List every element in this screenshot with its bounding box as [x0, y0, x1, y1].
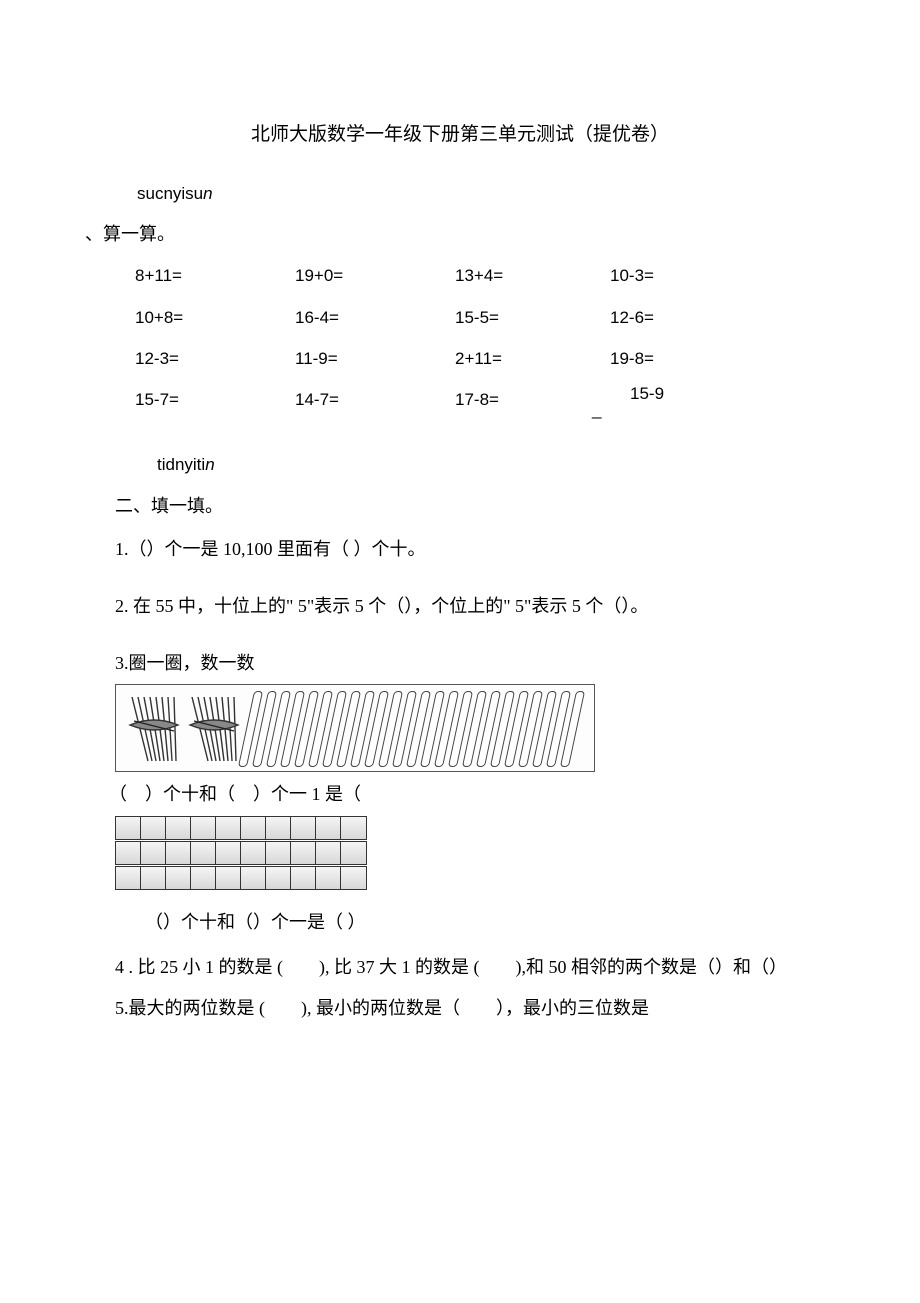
eq-cell: 2+11=	[455, 345, 610, 372]
block-cell	[316, 867, 341, 889]
question-3-line1: （ ）个十和（ ）个一 1 是（	[109, 780, 805, 809]
question-5: 5.最大的两位数是 ( ), 最小的两位数是（ ），最小的三位数是	[115, 994, 805, 1023]
eq-cell: 16-4=	[295, 304, 455, 331]
eq-row: 15-7= 14-7= 17-8= _ 15-9	[135, 386, 805, 413]
question-3-head: 3.圈一圈，数一数	[115, 649, 805, 678]
eq-cell: 10-3=	[610, 262, 730, 289]
eq-cell: 13+4=	[455, 262, 610, 289]
block-cell	[191, 817, 216, 839]
section1-heading: 、算一算。	[85, 220, 805, 249]
eq-row: 12-3= 11-9= 2+11= 19-8=	[135, 345, 805, 372]
eq-cell: 12-3=	[135, 345, 295, 372]
underscore-mark: _	[592, 396, 601, 423]
stick-bundle-icon	[184, 693, 244, 765]
block-cell	[291, 817, 316, 839]
block-row	[115, 841, 367, 865]
stick-bundle-icon	[124, 693, 184, 765]
eq-cell: 17-8=	[455, 386, 610, 413]
block-cell	[166, 867, 191, 889]
eq-cell: 11-9=	[295, 345, 455, 372]
eq-cell: 19-8=	[610, 345, 730, 372]
pinyin1-ital: n	[203, 184, 212, 203]
eq-row: 10+8= 16-4= 15-5= 12-6=	[135, 304, 805, 331]
section2-pinyin: tidnyitin	[157, 451, 805, 478]
pinyin2-ital: n	[205, 455, 214, 474]
block-cell	[291, 842, 316, 864]
block-cell	[166, 817, 191, 839]
block-cell	[191, 867, 216, 889]
block-cell	[241, 842, 266, 864]
eq-cell: 14-7=	[295, 386, 455, 413]
counting-blocks-image	[115, 816, 375, 894]
question-4: 4 . 比 25 小 1 的数是 ( ), 比 37 大 1 的数是 ( ),和…	[115, 953, 805, 982]
question-2: 2. 在 55 中，十位上的" 5"表示 5 个（），个位上的" 5"表示 5 …	[115, 592, 805, 621]
block-cell	[216, 867, 241, 889]
equations-grid: 8+11= 19+0= 13+4= 10-3= 10+8= 16-4= 15-5…	[135, 262, 805, 413]
block-cell	[191, 842, 216, 864]
block-cell	[166, 842, 191, 864]
block-cell	[266, 867, 291, 889]
question-3-line2: （）个十和（）个一是（ ）	[145, 908, 805, 937]
block-cell	[141, 817, 166, 839]
counting-sticks-image	[115, 684, 595, 772]
eq-cell: _ 15-9	[610, 386, 730, 413]
block-row	[115, 816, 367, 840]
eq-cell: 19+0=	[295, 262, 455, 289]
block-cell	[241, 817, 266, 839]
block-cell	[116, 817, 141, 839]
block-cell	[141, 842, 166, 864]
eq-cell: 10+8=	[135, 304, 295, 331]
block-cell	[241, 867, 266, 889]
eq-cell: 15-7=	[135, 386, 295, 413]
eq-cell: 15-5=	[455, 304, 610, 331]
question-1: 1.（）个一是 10,100 里面有（ ）个十。	[115, 535, 805, 564]
block-row	[115, 866, 367, 890]
eq-cell-val: 15-9	[630, 384, 664, 403]
block-cell	[341, 817, 366, 839]
block-cell	[341, 842, 366, 864]
eq-cell: 8+11=	[135, 262, 295, 289]
block-cell	[116, 867, 141, 889]
eq-cell: 12-6=	[610, 304, 730, 331]
block-cell	[291, 867, 316, 889]
page-title: 北师大版数学一年级下册第三单元测试（提优卷）	[115, 120, 805, 150]
block-cell	[216, 842, 241, 864]
section2-heading: 二、填一填。	[115, 492, 805, 521]
block-cell	[341, 867, 366, 889]
block-cell	[316, 842, 341, 864]
block-cell	[266, 842, 291, 864]
eq-row: 8+11= 19+0= 13+4= 10-3=	[135, 262, 805, 289]
block-cell	[116, 842, 141, 864]
block-cell	[316, 817, 341, 839]
section1-pinyin: sucnyisun	[137, 180, 805, 207]
loose-sticks	[246, 691, 586, 769]
pinyin1-text: sucnyisu	[137, 184, 203, 203]
block-cell	[141, 867, 166, 889]
pinyin2-text: tidnyiti	[157, 455, 205, 474]
block-cell	[266, 817, 291, 839]
block-cell	[216, 817, 241, 839]
